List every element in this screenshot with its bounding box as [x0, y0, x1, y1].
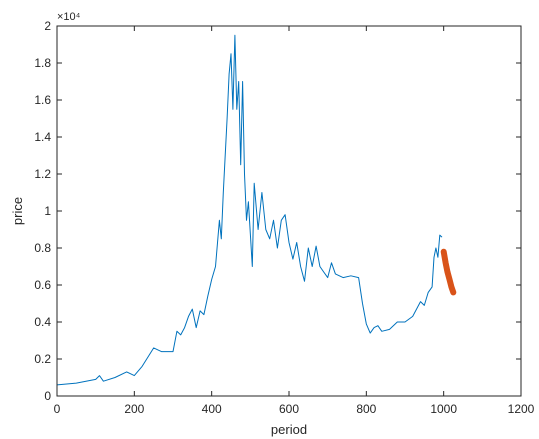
- series-line-price: [56, 34, 443, 386]
- plot-area-background: [57, 26, 521, 396]
- x-tick-label: 200: [124, 402, 144, 416]
- y-tick-label: 1.8: [34, 56, 51, 70]
- x-tick-label: 1000: [430, 402, 457, 416]
- y-tick-label: 1.2: [34, 167, 51, 181]
- x-tick-label: 800: [356, 402, 376, 416]
- y-tick-label: 0: [44, 389, 51, 403]
- y-tick-label: 1.6: [34, 93, 51, 107]
- y-tick-label: 0.2: [34, 352, 51, 366]
- x-tick-label: 1200: [508, 402, 535, 416]
- x-axis-label: period: [271, 422, 307, 437]
- y-axis-label: price: [10, 197, 25, 225]
- y-tick-label: 2: [44, 19, 51, 33]
- x-tick-label: 600: [279, 402, 299, 416]
- x-tick-label: 0: [54, 402, 61, 416]
- series-line-forecast: [440, 248, 457, 296]
- y-tick-label: 0.6: [34, 278, 51, 292]
- y-axis-ticks: 0 0.2 0.4 0.6 0.8 1 1.2 1.4 1.6 1.8 2: [34, 19, 521, 403]
- x-axis-ticks: 0 200 400 600 800 1000 1200: [54, 26, 535, 416]
- series-layer: [56, 34, 457, 386]
- y-tick-label: 1.4: [34, 130, 51, 144]
- y-tick-label: 0.4: [34, 315, 51, 329]
- y-axis-exponent: ×10⁴: [57, 11, 81, 23]
- y-tick-label: 0.8: [34, 241, 51, 255]
- y-tick-label: 1: [44, 204, 51, 218]
- x-tick-label: 400: [202, 402, 222, 416]
